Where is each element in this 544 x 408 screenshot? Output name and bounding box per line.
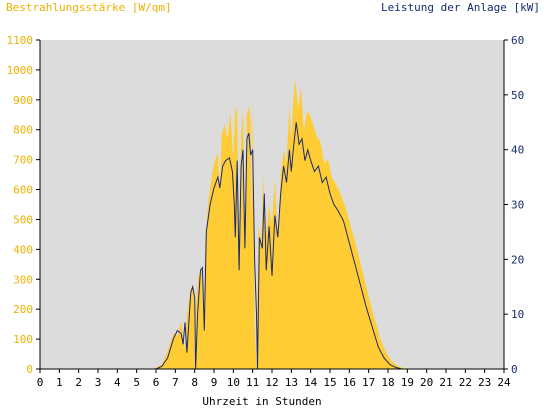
x-tick-label: 8 (191, 376, 198, 389)
y-left-tick-label: 300 (13, 273, 33, 286)
x-tick-label: 17 (362, 376, 375, 389)
x-tick-label: 10 (227, 376, 240, 389)
x-tick-label: 5 (133, 376, 140, 389)
x-tick-label: 16 (343, 376, 356, 389)
x-tick-label: 22 (459, 376, 472, 389)
y-left-tick-label: 200 (13, 303, 33, 316)
x-tick-label: 20 (420, 376, 433, 389)
x-tick-label: 23 (478, 376, 491, 389)
y-left-tick-label: 0 (26, 363, 33, 376)
y-left-tick-label: 100 (13, 333, 33, 346)
x-tick-label: 9 (211, 376, 218, 389)
x-tick-label: 6 (153, 376, 160, 389)
irradiance-area (40, 78, 504, 370)
y-left-tick-label: 500 (13, 213, 33, 226)
y-left-tick-label: 800 (13, 124, 33, 137)
y-left-tick-label: 400 (13, 243, 33, 256)
irradiance-area-layer (40, 78, 504, 370)
y-right-tick-label: 30 (511, 199, 524, 212)
y-right-tick-label: 60 (511, 34, 524, 47)
x-tick-label: 12 (265, 376, 278, 389)
power-line (40, 122, 504, 370)
x-tick-label: 0 (37, 376, 44, 389)
y-left-tick-label: 600 (13, 184, 33, 197)
y-right-tick-label: 0 (511, 363, 518, 376)
x-tick-label: 2 (75, 376, 82, 389)
x-tick-label: 7 (172, 376, 179, 389)
x-tick-label: 3 (95, 376, 102, 389)
y-left-tick-label: 1100 (7, 34, 34, 47)
x-tick-label: 13 (285, 376, 298, 389)
x-tick-label: 14 (304, 376, 318, 389)
x-tick-label: 19 (401, 376, 414, 389)
x-tick-label: 18 (381, 376, 394, 389)
power-line-layer (40, 122, 504, 370)
x-tick-label: 21 (439, 376, 452, 389)
x-tick-label: 4 (114, 376, 121, 389)
x-tick-label: 24 (497, 376, 511, 389)
x-tick-label: 15 (323, 376, 336, 389)
y-left-tick-label: 700 (13, 154, 33, 167)
y-right-tick-label: 40 (511, 144, 524, 157)
x-axis-label: Uhrzeit in Stunden (202, 395, 321, 408)
x-tick-label: 11 (246, 376, 259, 389)
y-right-tick-label: 20 (511, 253, 524, 266)
right-axis-title: Leistung der Anlage [kW] (381, 1, 540, 14)
y-left-tick-label: 1000 (7, 64, 34, 77)
y-left-tick-label: 900 (13, 94, 33, 107)
y-right-tick-label: 50 (511, 89, 524, 102)
x-tick-label: 1 (56, 376, 63, 389)
axes-ticks-layer: 0100200300400500600700800900100011000102… (7, 34, 525, 389)
left-axis-title: Bestrahlungsstärke [W/qm] (6, 1, 172, 14)
y-right-tick-label: 10 (511, 308, 524, 321)
